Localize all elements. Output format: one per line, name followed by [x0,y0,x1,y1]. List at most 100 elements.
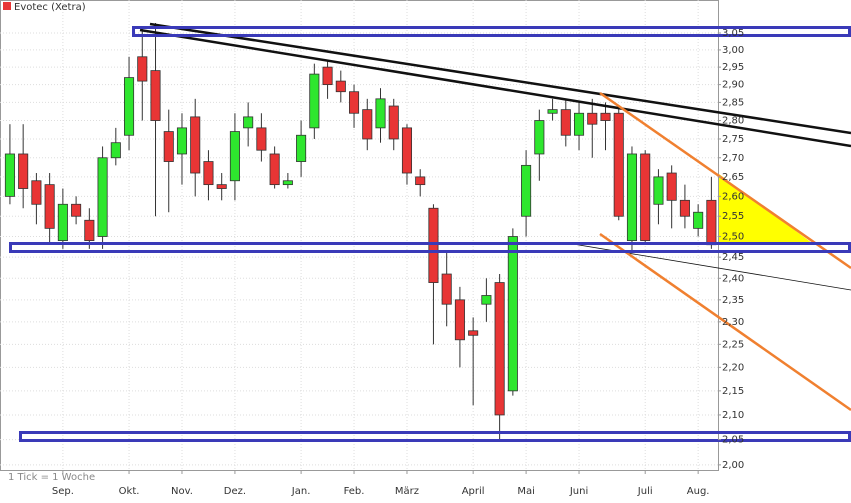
x-tick-label: Feb. [344,486,365,497]
x-tick-label: Jan. [291,486,311,497]
x-tick-label: Aug. [687,486,710,497]
candle-body [229,131,240,182]
x-tick-label: Juli [637,486,653,497]
candle-body [243,116,254,129]
candle-body [640,153,651,242]
y-tick-label: 2,10 [722,410,744,421]
y-tick-label: 2,60 [722,191,744,202]
candle-body [309,73,320,129]
legend-label: Evotec (Xetra) [14,2,86,13]
x-tick-label: März [395,486,419,497]
candle-body [44,184,55,229]
candle-body [693,211,704,229]
trend-line [149,22,851,135]
channel-line [599,91,851,270]
candle-body [176,127,188,155]
y-tick-label: 2,35 [722,295,744,306]
y-tick-label: 2,70 [722,153,744,164]
y-tick-label: 2,95 [722,62,744,73]
candle-body [666,172,677,201]
box [9,242,851,253]
plot-frame [0,0,719,471]
candle-body [454,299,465,341]
candle-body [190,116,201,174]
candle-body [124,77,135,136]
candle-body [388,105,399,140]
candle-body [626,153,638,242]
candle-body [282,180,293,186]
candle-body [441,273,452,305]
candle-body [57,203,68,242]
x-tick-label: Mai [517,486,535,497]
candle-body [534,120,545,155]
y-tick-label: 3,00 [722,45,744,56]
candle-body [269,153,280,186]
y-tick-label: 2,15 [722,386,744,397]
candle-body [18,153,29,189]
y-tick-label: 2,85 [722,97,744,108]
y-tick-label: 2,45 [722,252,744,263]
candle-body [560,109,571,136]
candle-body [481,295,492,305]
candle-body [256,127,267,151]
candle-body [203,161,214,186]
x-tick-label: Nov. [171,486,193,497]
y-tick-label: 2,30 [722,317,744,328]
candle-body [494,282,505,416]
candle-body [163,131,174,162]
y-tick-label: 2,40 [722,273,744,284]
channel-line [599,232,851,412]
candle-body [322,66,333,86]
candle-body [600,112,611,121]
candle-body [706,199,717,246]
y-tick-label: 3,05 [722,28,744,39]
candle-body [679,199,690,217]
y-tick-label: 2,20 [722,362,744,373]
candle-body [110,142,121,159]
candle-body [349,91,360,114]
y-tick-label: 2,80 [722,116,744,127]
candle-body [587,112,598,125]
candle-body [71,203,82,217]
candle-body [401,127,413,174]
y-tick-label: 2,25 [722,339,744,350]
trend-line [139,28,851,148]
candle-body [547,109,558,114]
annotations [9,22,851,442]
y-tick-label: 2,00 [722,460,744,471]
candle-body [216,184,227,189]
candle-body [84,219,95,242]
y-tick-label: 2,05 [722,435,744,446]
candle-body [137,56,148,82]
legend-swatch [3,2,11,10]
candle-body [574,112,585,136]
candle-body [31,180,42,205]
candle-body [362,109,373,140]
candle-body [150,70,161,121]
x-tick-label: Okt. [119,486,140,497]
candle-body [375,98,386,129]
note: 1 Tick = 1 Woche [8,472,95,483]
x-tick-label: Sep. [52,486,74,497]
x-tick-label: Dez. [224,486,246,497]
candle-body [613,112,624,217]
x-tick-label: Juni [569,486,588,497]
candle-body [507,236,518,392]
candle-body [415,176,426,186]
box [132,26,851,37]
candle-body [428,207,439,283]
y-tick-label: 2,50 [722,232,744,243]
candle-body [97,157,108,237]
y-tick-label: 2,90 [722,80,744,91]
box [19,431,851,442]
candle-body [521,164,532,217]
candle-body [653,176,664,205]
x-tick-label: April [462,486,485,497]
y-tick-label: 2,75 [722,134,744,145]
candle-body [335,80,346,93]
y-tick-label: 2,55 [722,211,744,222]
y-tick-label: 2,65 [722,172,744,183]
candle-body [296,134,307,162]
candle-body [468,330,479,336]
